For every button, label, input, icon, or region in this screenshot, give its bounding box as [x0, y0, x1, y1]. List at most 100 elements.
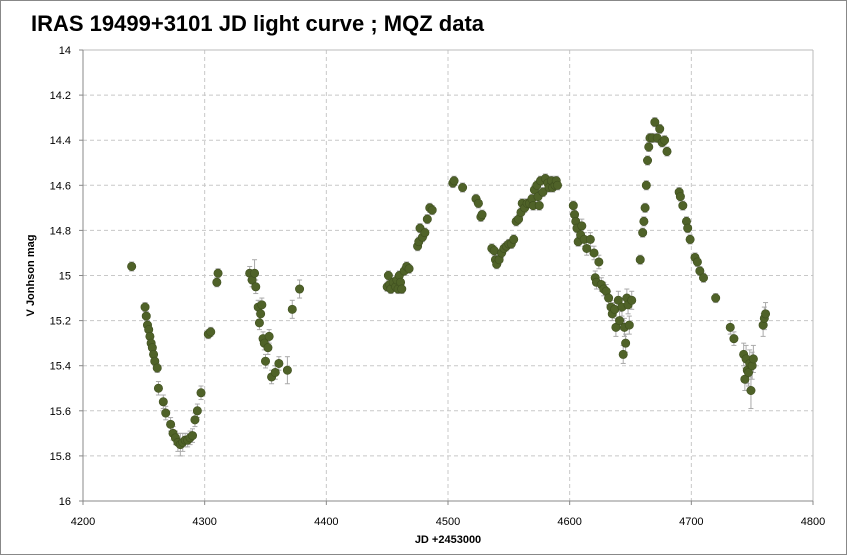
data-point [585, 234, 595, 244]
x-tick-label: 4400 [314, 516, 338, 528]
data-point [621, 338, 631, 348]
y-tick-label: 15.4 [50, 361, 71, 373]
x-tick-label: 4800 [801, 516, 825, 528]
y-tick-label: 14.2 [50, 90, 71, 102]
data-point [256, 309, 266, 319]
data-point [698, 273, 708, 283]
data-point [254, 318, 264, 328]
data-point [594, 257, 604, 267]
data-point [420, 228, 430, 238]
data-point [640, 203, 650, 213]
x-tick-label: 4300 [192, 516, 216, 528]
y-tick-label: 14.6 [50, 180, 71, 192]
data-point [190, 415, 200, 425]
x-tick-label: 4700 [679, 516, 703, 528]
data-point [206, 327, 216, 337]
data-point [639, 216, 649, 226]
data-point [383, 270, 393, 280]
data-point [458, 183, 468, 193]
data-point [638, 228, 648, 238]
data-point [264, 331, 274, 341]
data-point [263, 343, 273, 353]
x-tick-label: 4500 [436, 516, 460, 528]
data-point [449, 176, 459, 186]
chart-title: IRAS 19499+3101 JD light curve ; MQZ dat… [31, 11, 485, 36]
y-tick-label: 14 [59, 45, 71, 57]
data-point [683, 223, 693, 233]
data-point [158, 397, 168, 407]
axes [79, 49, 814, 505]
data-point [196, 388, 206, 398]
data-point [270, 367, 280, 377]
data-point [161, 408, 171, 418]
data-point [140, 302, 150, 312]
data-point [552, 180, 562, 190]
data-point [577, 221, 587, 231]
data-point [538, 187, 548, 197]
data-point [582, 243, 592, 253]
data-point [427, 205, 437, 215]
data-point [404, 264, 414, 274]
data-point [152, 363, 162, 373]
error-bars [129, 117, 769, 457]
data-point [153, 383, 163, 393]
data-point [568, 201, 578, 211]
data-point [635, 255, 645, 265]
data-point [127, 261, 137, 271]
data-point [655, 124, 665, 134]
data-point [729, 334, 739, 344]
data-point [213, 268, 223, 278]
y-tick-label: 14.4 [50, 135, 71, 147]
data-point [282, 365, 292, 375]
data-point [212, 277, 222, 287]
data-point [685, 234, 695, 244]
data-point [746, 386, 756, 396]
data-point [643, 155, 653, 165]
data-point [644, 142, 654, 152]
y-tick-label: 15.6 [50, 406, 71, 418]
y-tick-label: 15.8 [50, 451, 71, 463]
data-point [141, 311, 151, 321]
data-point [589, 248, 599, 258]
data-point [473, 198, 483, 208]
data-point [251, 282, 261, 292]
data-point [761, 309, 771, 319]
y-tick-label: 15 [59, 271, 71, 283]
gridlines [83, 50, 813, 501]
y-tick-label: 14.8 [50, 225, 71, 237]
data-point [477, 210, 487, 220]
data-point [675, 192, 685, 202]
data-point [274, 358, 284, 368]
data-point [397, 284, 407, 294]
x-tick-label: 4200 [71, 516, 95, 528]
data-point [678, 201, 688, 211]
data-point [662, 146, 672, 156]
y-tick-label: 16 [59, 496, 71, 508]
data-point [260, 356, 270, 366]
y-axis-label: V Jonhson mag [25, 235, 37, 317]
data-point [295, 284, 305, 294]
data-point [604, 293, 614, 303]
data-point [650, 117, 660, 127]
tick-labels: 4200 4300 4400 4500 4600 4700 4800 14 14.2 14.4 14… [50, 45, 826, 528]
data-point [660, 135, 670, 145]
data-point [257, 300, 267, 310]
x-axis-label: JD +2453000 [415, 534, 481, 546]
x-tick-label: 4600 [557, 516, 581, 528]
data-point [725, 322, 735, 332]
data-point [618, 349, 628, 359]
data-point [748, 354, 758, 364]
data-point [534, 201, 544, 211]
data-point [250, 268, 260, 278]
data-point [711, 293, 721, 303]
data-point [624, 320, 634, 330]
data-points [127, 117, 771, 450]
data-point [692, 257, 702, 267]
data-point [615, 316, 625, 326]
data-point [627, 295, 637, 305]
y-tick-label: 15.2 [50, 316, 71, 328]
data-point [509, 234, 519, 244]
data-point [287, 304, 297, 314]
